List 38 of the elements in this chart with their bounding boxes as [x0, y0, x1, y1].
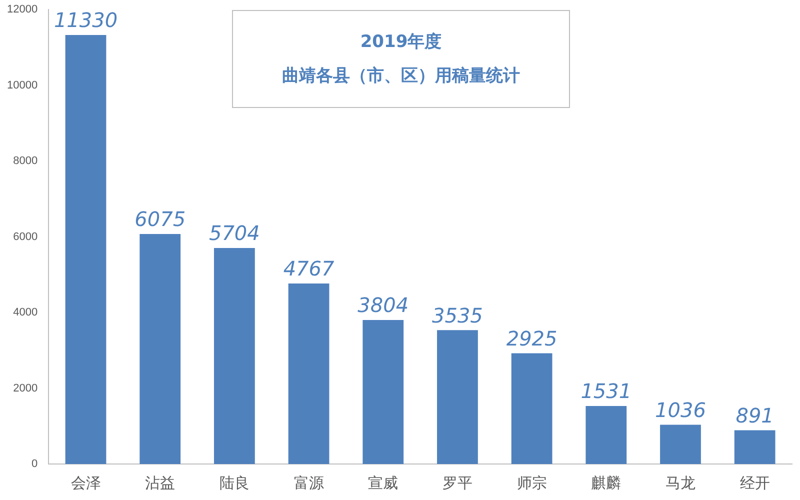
bar	[140, 234, 181, 464]
x-tick-label: 会泽	[70, 475, 101, 492]
x-tick-label: 宣威	[368, 475, 398, 492]
data-label: 2925	[506, 326, 558, 350]
data-label: 3535	[432, 303, 483, 328]
x-tick-label: 沾益	[145, 475, 176, 492]
x-tick-label: 经开	[740, 475, 770, 492]
y-tick-label: 8000	[13, 155, 38, 168]
data-label: 1036	[655, 398, 706, 422]
bar	[437, 330, 478, 464]
bar	[288, 283, 330, 464]
data-label: 1531	[580, 379, 632, 404]
y-tick-label: 12000	[6, 4, 38, 16]
x-tick-label: 麒麟	[591, 475, 622, 492]
y-tick-label: 2000	[13, 382, 38, 394]
y-tick-label: 6000	[13, 230, 38, 243]
x-tick-label: 罗平	[442, 475, 472, 492]
data-label: 3804	[358, 293, 409, 318]
x-tick-label: 马龙	[665, 475, 696, 492]
bar	[511, 353, 552, 464]
data-label: 5704	[208, 221, 260, 246]
x-tick-label: 富源	[294, 475, 324, 492]
bar	[734, 430, 776, 464]
bar	[362, 320, 404, 464]
data-label: 4767	[283, 256, 335, 281]
data-label: 891	[736, 403, 774, 428]
bar	[586, 406, 627, 464]
data-label: 11330	[54, 8, 118, 32]
y-tick-label: 0	[31, 458, 38, 470]
bar	[214, 248, 255, 464]
x-tick-label: 陆良	[219, 475, 250, 492]
data-label: 6075	[134, 207, 186, 232]
bar	[660, 424, 701, 464]
y-tick-label: 4000	[13, 306, 38, 319]
x-tick-label: 师宗	[516, 475, 547, 492]
title-box: 2019年度 曲靖各县（市、区）用稿量统计	[232, 10, 570, 108]
bar	[65, 34, 106, 464]
y-tick-label: 10000	[6, 79, 38, 92]
